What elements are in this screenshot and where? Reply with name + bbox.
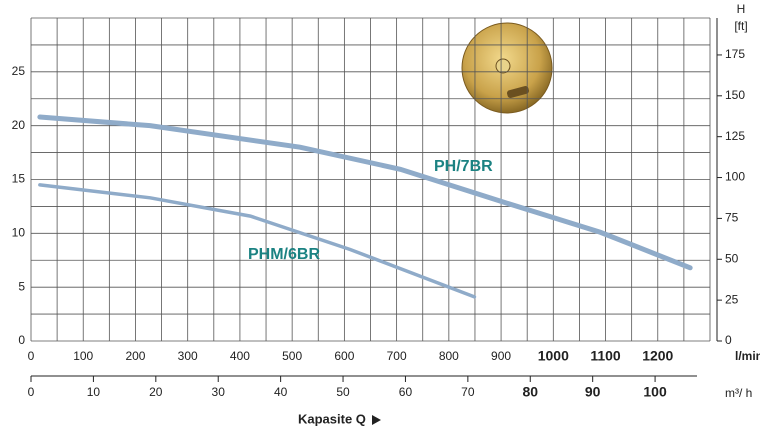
- y-tick-label: 25: [12, 64, 26, 78]
- y-tick-label: 15: [12, 172, 26, 186]
- x-tick-label: 1000: [538, 348, 569, 364]
- x-tick-label: 200: [125, 349, 145, 363]
- y2-tick-label: 125: [725, 129, 745, 143]
- curve: [38, 183, 477, 299]
- y2-tick-label: 75: [725, 211, 739, 225]
- x-tick-label: 300: [178, 349, 198, 363]
- x-tick-label: 800: [439, 349, 459, 363]
- x2-tick-label: 60: [399, 385, 413, 399]
- x2-label: m³/ h: [725, 386, 752, 400]
- x2-tick-label: 0: [28, 385, 35, 399]
- x2-tick-label: 70: [461, 385, 475, 399]
- x2-tick-label: 50: [336, 385, 350, 399]
- x-tick-label: 1100: [590, 348, 621, 364]
- x2-tick-label: 80: [522, 384, 538, 400]
- x-tick-label: 500: [282, 349, 302, 363]
- x2-tick-label: 10: [87, 385, 101, 399]
- x-tick-label: 1200: [642, 348, 673, 364]
- x2-tick-label: 20: [149, 385, 163, 399]
- y2-tick-label: 150: [725, 88, 745, 102]
- y-tick-label: 5: [18, 279, 25, 293]
- y2-label: [ft]: [734, 19, 747, 33]
- x2-tick-label: 40: [274, 385, 288, 399]
- series-label: PHM/6BR: [248, 246, 320, 263]
- impeller-photo: [461, 22, 553, 114]
- x-tick-label: 400: [230, 349, 250, 363]
- y2-tick-label: 0: [725, 333, 732, 347]
- y-tick-label: 10: [12, 226, 26, 240]
- x-tick-label: 700: [387, 349, 407, 363]
- y2-tick-label: 25: [725, 292, 739, 306]
- x2-tick-label: 100: [643, 384, 667, 400]
- y2-tick-label: 175: [725, 47, 745, 61]
- y-tick-label: 0: [18, 333, 25, 347]
- x-tick-label: 0: [28, 349, 35, 363]
- x-tick-label: 100: [73, 349, 93, 363]
- caption: Kapasite Q: [298, 411, 366, 426]
- y2-label-top: H: [737, 2, 746, 16]
- y2-tick-label: 50: [725, 251, 739, 265]
- curve: [37, 114, 693, 271]
- arrow: [372, 415, 381, 425]
- x2-tick-label: 90: [585, 384, 601, 400]
- x2-tick-label: 30: [212, 385, 226, 399]
- y2-tick-label: 100: [725, 170, 745, 184]
- series-label: PH/7BR: [434, 158, 493, 175]
- x-label: l/min: [735, 349, 760, 363]
- x-tick-label: 600: [334, 349, 354, 363]
- x-tick-label: 900: [491, 349, 511, 363]
- y-tick-label: 20: [12, 118, 26, 132]
